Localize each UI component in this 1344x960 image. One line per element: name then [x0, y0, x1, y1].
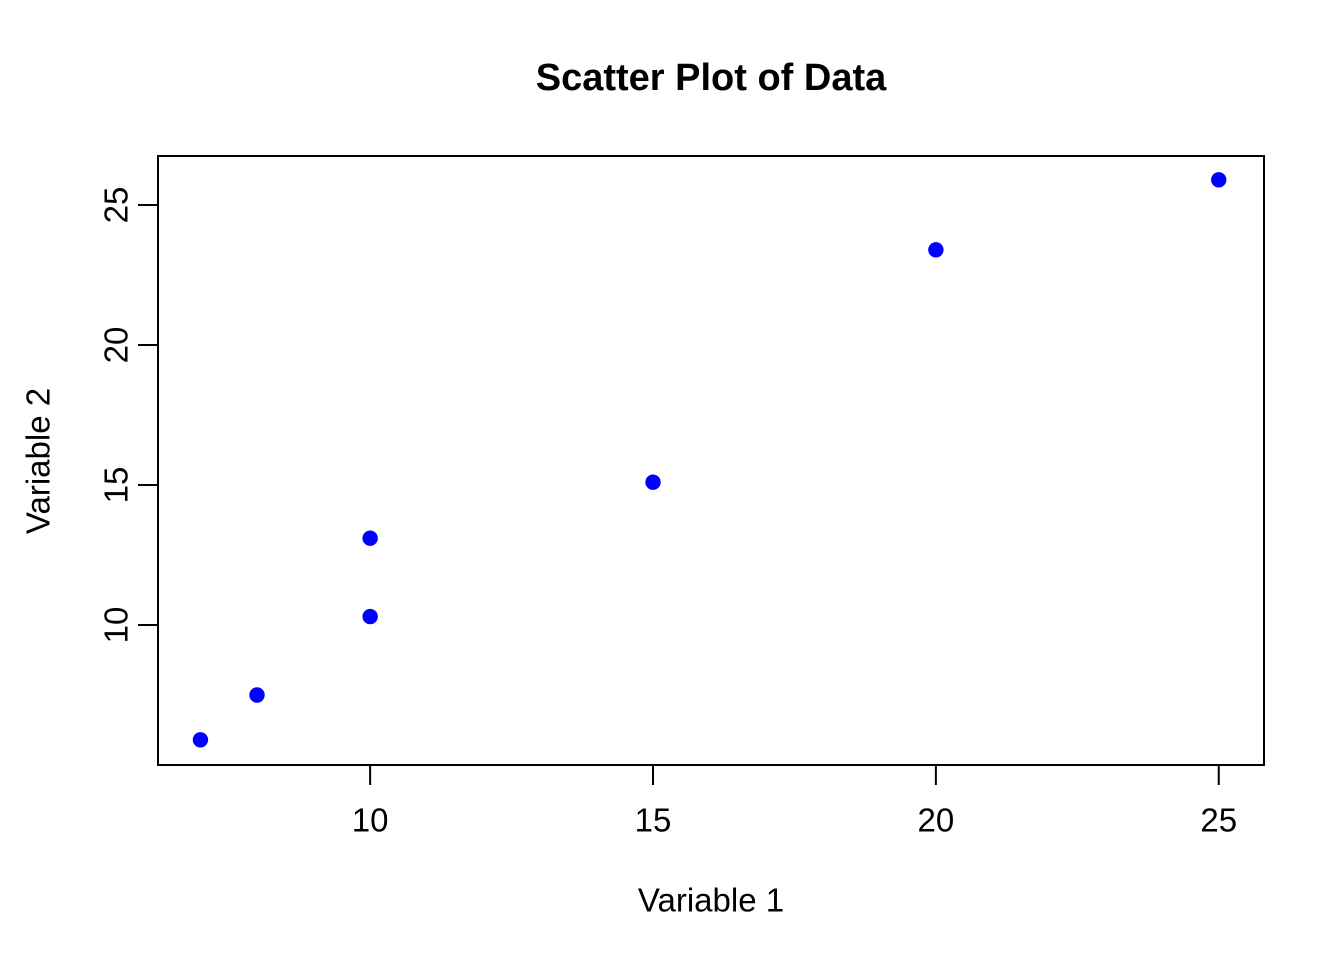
y-tick-label: 20 — [98, 327, 135, 364]
data-point — [362, 530, 378, 546]
y-tick-label: 15 — [98, 467, 135, 504]
data-point — [1211, 172, 1227, 188]
chart-title: Scatter Plot of Data — [536, 57, 887, 99]
data-point — [928, 242, 944, 258]
y-axis-title: Variable 2 — [20, 388, 57, 534]
x-tick-label: 20 — [918, 802, 955, 839]
plot-area-box — [157, 155, 1265, 766]
x-tick-label: 25 — [1200, 802, 1237, 839]
x-axis: 10 15 20 25 — [352, 765, 1237, 839]
data-point — [192, 732, 209, 748]
points-layer — [192, 172, 1227, 748]
y-tick-label: 25 — [98, 187, 135, 224]
y-axis: 10 15 20 25 — [98, 187, 158, 644]
data-point — [249, 687, 265, 703]
x-axis-title: Variable 1 — [638, 882, 784, 919]
x-tick-label: 10 — [352, 802, 389, 839]
data-point — [362, 608, 378, 625]
x-tick-label: 15 — [635, 802, 672, 839]
y-tick-label: 10 — [98, 607, 135, 644]
data-point — [645, 474, 661, 490]
